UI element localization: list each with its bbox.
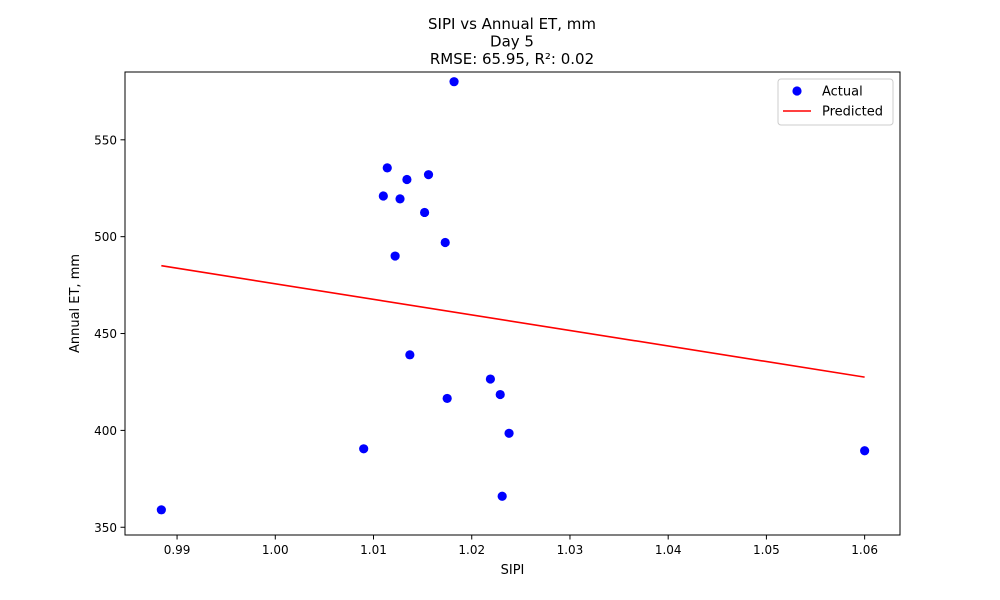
actual-point (860, 446, 870, 456)
x-tick-label: 0.99 (164, 543, 191, 557)
plot-area (156, 77, 870, 515)
actual-point (504, 428, 514, 438)
x-tick-label: 1.03 (557, 543, 584, 557)
actual-point (495, 389, 505, 400)
y-tick-label: 450 (94, 327, 117, 341)
actual-point (440, 237, 450, 248)
actual-point (395, 194, 405, 204)
actual-point (402, 174, 412, 185)
actual-point (405, 350, 415, 360)
actual-point (390, 251, 400, 261)
actual-point (497, 491, 507, 501)
x-tick-label: 1.01 (360, 543, 387, 557)
legend-predicted-label: Predicted (822, 105, 883, 120)
y-axis-label: Annual ET, mm (68, 254, 83, 353)
axes: 0.99 1.00 1.01 1.02 1.03 1.04 1.05 1.06 350 400 45… (68, 71, 901, 578)
y-tick-label: 350 (94, 521, 117, 535)
axes-frame (124, 71, 901, 536)
legend-box (777, 78, 894, 126)
legend: Actual Predicted (777, 78, 894, 126)
actual-point (442, 393, 452, 404)
actual-point (449, 77, 459, 87)
actual-point (485, 374, 495, 384)
actual-point (423, 170, 434, 180)
y-tick-label: 400 (94, 424, 117, 438)
actual-point (359, 444, 369, 454)
y-tick-label: 500 (94, 230, 117, 244)
x-tick-label: 1.02 (458, 543, 485, 557)
predicted-line (161, 264, 865, 378)
legend-actual-label: Actual (822, 85, 863, 100)
actual-point (156, 505, 166, 515)
legend-actual-marker (792, 86, 802, 96)
x-tick-label: 1.04 (655, 543, 682, 557)
x-tick-label: 1.00 (262, 543, 289, 557)
chart-title-line: RMSE: 65.95, R²: 0.02 (430, 50, 594, 68)
actual-point (378, 191, 388, 201)
actual-point (419, 207, 430, 218)
x-tick-label: 1.05 (753, 543, 780, 557)
chart-title-line: SIPI vs Annual ET, mm (428, 15, 596, 33)
x-axis-label: SIPI (501, 563, 525, 578)
y-tick-label: 550 (94, 133, 117, 147)
x-tick-label: 1.06 (851, 543, 878, 557)
actual-point (382, 163, 392, 173)
chart-title-line: Day 5 (490, 33, 534, 51)
